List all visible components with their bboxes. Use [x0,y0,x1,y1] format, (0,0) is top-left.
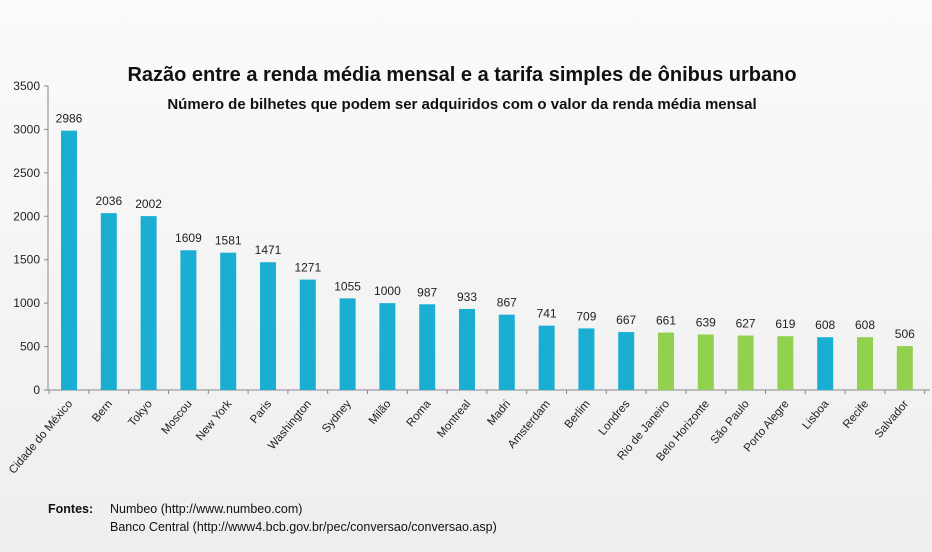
data-label: 2036 [95,194,122,208]
data-label: 1000 [374,284,401,298]
data-label: 1271 [294,261,321,275]
bar [61,130,77,390]
chart-subtitle: Número de bilhetes que podem ser adquiri… [167,96,756,113]
sources-line-2: Banco Central (http://www4.bcb.gov.br/pe… [110,520,497,534]
x-tick-label: Recife [841,398,871,431]
x-tick-label: Roma [405,398,434,430]
data-label: 987 [417,285,437,299]
x-tick-label: Madri [485,398,513,428]
data-label: 627 [736,317,756,331]
data-label: 667 [616,313,636,327]
x-tick-label: São Paulo [709,398,752,446]
sources-line-1: Numbeo (http://www.numbeo.com) [110,502,303,516]
data-label: 506 [895,327,915,341]
bar [459,308,475,390]
x-tick-label: Lisboa [801,398,832,432]
y-tick-label: 3500 [13,79,40,93]
x-tick-label: Londres [597,398,633,438]
data-label: 867 [497,296,517,310]
bar [618,332,635,390]
x-tick-label: Montreal [435,398,473,440]
x-tick-label: Paris [248,398,274,426]
data-label: 608 [855,318,875,332]
bar [777,336,794,390]
bars-group: 2986 Cidade do México 2036 Bern 2002 Tokyo 160… [7,112,915,477]
bar [180,250,197,390]
bar [339,298,356,390]
bar [100,213,117,390]
y-tick-label: 0 [33,383,40,397]
chart-title: Razão entre a renda média mensal e a tar… [127,64,796,86]
bar-chart: Razão entre a renda média mensal e a tar… [7,64,930,477]
y-tick-label: 1500 [13,253,40,267]
x-tick-label: New York [194,398,235,443]
x-tick-label: Sydney [320,398,354,435]
x-tick-label: Amsterdam [506,398,553,451]
bar [140,216,157,390]
data-label: 741 [537,307,557,321]
bar [498,314,515,390]
sources-note: Fontes: Numbeo (http://www.numbeo.com) Ba… [48,500,497,536]
y-tick-label: 500 [20,340,40,354]
bar [697,334,714,390]
bar [857,337,873,390]
data-label: 2986 [56,112,83,126]
x-tick-label: Salvador [873,398,911,441]
bar [299,279,316,390]
y-tick-label: 2000 [13,209,40,223]
data-label: 1609 [175,231,202,245]
data-label: 639 [696,315,716,329]
bar [220,252,237,390]
bar [737,335,754,390]
data-label: 1471 [255,243,282,257]
data-label: 1055 [334,279,361,293]
x-tick-label: Bern [90,398,115,424]
y-tick-label: 3000 [13,122,40,136]
bar [538,325,555,390]
y-tick-label: 2500 [13,166,40,180]
data-label: 619 [775,317,795,331]
bar [896,346,913,390]
sources-label: Fontes: [48,502,94,516]
data-label: 709 [576,309,596,323]
bar [419,304,436,390]
x-tick-label: Berlim [563,398,593,431]
bar [817,337,834,390]
x-tick-label: Moscou [160,398,195,437]
x-tick-label: Milão [367,398,394,427]
bar [578,328,595,390]
bar [379,303,396,390]
data-label: 661 [656,314,676,328]
data-label: 933 [457,290,477,304]
x-tick-label: Tokyo [126,398,155,429]
bar [658,332,674,390]
y-tick-label: 1000 [13,296,40,310]
data-label: 1581 [215,234,242,248]
bar [260,262,276,390]
data-label: 2002 [135,197,162,211]
data-label: 608 [815,318,835,332]
x-tick-label: Cidade do México [7,398,75,476]
